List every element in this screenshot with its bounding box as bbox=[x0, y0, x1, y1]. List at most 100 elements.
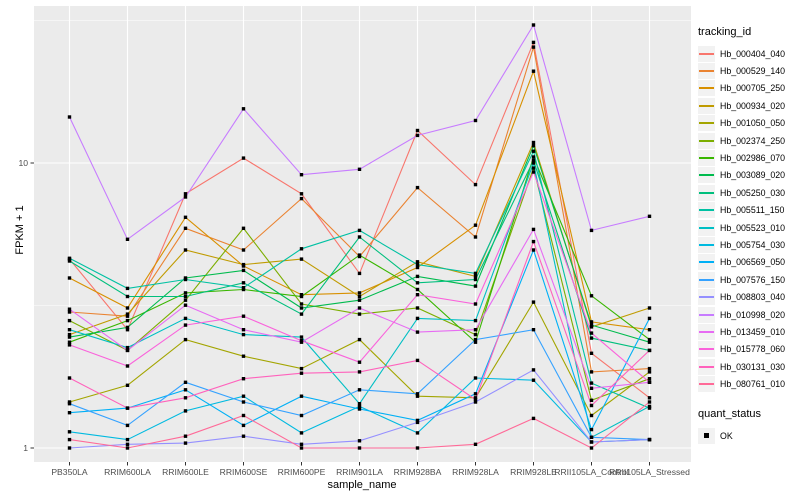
data-point bbox=[415, 281, 420, 285]
data-point bbox=[531, 166, 536, 170]
data-point bbox=[589, 325, 594, 329]
data-point bbox=[125, 345, 130, 350]
data-point bbox=[67, 115, 72, 119]
legend-item-label: Hb_002986_070 bbox=[720, 153, 786, 164]
data-point bbox=[357, 253, 362, 257]
data-point bbox=[647, 340, 652, 344]
legend-item-Hb_005511_150: Hb_005511_150 bbox=[698, 202, 785, 219]
data-point bbox=[473, 271, 478, 276]
data-point bbox=[241, 332, 246, 337]
data-point bbox=[473, 277, 478, 282]
data-point bbox=[473, 392, 478, 396]
data-point bbox=[415, 128, 420, 133]
data-point bbox=[357, 298, 362, 302]
legend-item-label: Hb_002374_250 bbox=[720, 135, 786, 146]
x-tick-label: RRII105LA_Stressed bbox=[609, 467, 690, 477]
legend-item-label: Hb_006569_050 bbox=[720, 257, 786, 268]
data-point bbox=[473, 340, 478, 344]
data-point bbox=[357, 402, 362, 406]
y-axis-title: FPKM + 1 bbox=[14, 205, 26, 255]
data-point bbox=[67, 402, 72, 406]
data-point bbox=[299, 257, 304, 261]
data-point bbox=[531, 155, 536, 159]
data-point bbox=[647, 400, 652, 404]
x-tick-label: RRIM600LA bbox=[104, 467, 151, 477]
data-point bbox=[67, 335, 72, 339]
legend-key-swatch-icon bbox=[698, 167, 715, 184]
legend-line-icon bbox=[699, 226, 714, 229]
data-point bbox=[183, 215, 188, 219]
data-point bbox=[473, 274, 478, 279]
data-point bbox=[183, 294, 188, 299]
data-point bbox=[67, 328, 72, 332]
data-point bbox=[531, 140, 536, 145]
data-point bbox=[415, 446, 420, 450]
legend-item-label: Hb_005754_030 bbox=[720, 239, 786, 250]
data-point bbox=[473, 328, 478, 332]
data-point bbox=[415, 185, 420, 190]
data-point bbox=[67, 376, 72, 380]
data-point bbox=[125, 312, 130, 316]
legend-item-label: Hb_080761_010 bbox=[720, 379, 786, 390]
legend-line-icon bbox=[699, 348, 714, 351]
x-tick-label: RRIM901LA bbox=[336, 467, 383, 477]
data-point bbox=[473, 318, 478, 323]
legend-line-icon bbox=[699, 243, 714, 246]
data-point bbox=[473, 400, 478, 404]
legend-item-label: Hb_010998_020 bbox=[720, 309, 786, 320]
data-point bbox=[531, 328, 536, 332]
data-point bbox=[647, 396, 652, 400]
legend-item-label: Hb_001050_050 bbox=[720, 118, 786, 129]
legend-item-Hb_005754_030: Hb_005754_030 bbox=[698, 236, 785, 253]
data-point bbox=[299, 306, 304, 310]
x-tick-label: RRIM600LE bbox=[162, 467, 209, 477]
legend-line-icon bbox=[699, 104, 714, 107]
data-point bbox=[473, 223, 478, 227]
data-point bbox=[473, 442, 478, 446]
data-point bbox=[183, 434, 188, 438]
legend-key-swatch-icon bbox=[698, 236, 715, 253]
data-point bbox=[473, 235, 478, 239]
data-point bbox=[357, 306, 362, 310]
data-point bbox=[589, 427, 594, 432]
data-point bbox=[125, 237, 130, 241]
data-point bbox=[589, 440, 594, 444]
data-point bbox=[299, 335, 304, 339]
data-point bbox=[299, 192, 304, 196]
data-point bbox=[241, 354, 246, 358]
data-point bbox=[67, 340, 72, 344]
data-point bbox=[415, 265, 420, 270]
data-point bbox=[415, 431, 420, 435]
data-point bbox=[241, 377, 246, 381]
data-point bbox=[589, 435, 594, 439]
x-tick-label: RRIM600SE bbox=[220, 467, 268, 477]
data-point bbox=[473, 284, 478, 288]
legend-item-label: Hb_015778_060 bbox=[720, 344, 786, 355]
legend-key-swatch-icon bbox=[698, 63, 715, 80]
data-point bbox=[531, 158, 536, 163]
data-point bbox=[531, 161, 536, 165]
data-point bbox=[125, 364, 130, 368]
data-point bbox=[299, 366, 304, 371]
legend-title-quant-status: quant_status bbox=[698, 407, 761, 420]
data-point bbox=[531, 69, 536, 73]
data-point bbox=[357, 337, 362, 342]
data-point bbox=[357, 294, 362, 299]
data-point bbox=[357, 312, 362, 316]
data-point bbox=[125, 306, 130, 310]
data-point bbox=[357, 167, 362, 171]
data-point bbox=[183, 303, 188, 307]
data-point bbox=[415, 262, 420, 267]
legend-line-icon bbox=[699, 87, 714, 90]
data-point bbox=[241, 286, 246, 290]
data-point bbox=[357, 235, 362, 239]
data-point bbox=[589, 413, 594, 418]
data-point bbox=[241, 248, 246, 252]
data-point bbox=[299, 173, 304, 177]
legend-line-icon bbox=[699, 296, 714, 299]
legend-key-swatch-icon bbox=[698, 358, 715, 375]
data-point bbox=[125, 328, 130, 332]
legend-line-icon bbox=[699, 313, 714, 316]
legend-item-label: Hb_007576_150 bbox=[720, 274, 786, 285]
legend-line-icon bbox=[699, 365, 714, 368]
